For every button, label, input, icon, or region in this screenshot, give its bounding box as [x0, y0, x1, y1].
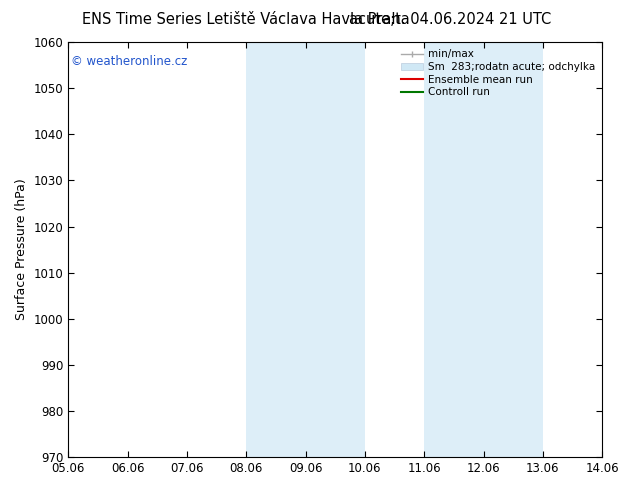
Text: acute;t. 04.06.2024 21 UTC: acute;t. 04.06.2024 21 UTC — [349, 12, 552, 27]
Bar — [246, 42, 306, 457]
Text: ENS Time Series Letiště Václava Havla Praha: ENS Time Series Letiště Václava Havla Pr… — [82, 12, 410, 27]
Text: © weatheronline.cz: © weatheronline.cz — [71, 54, 187, 68]
Bar — [484, 42, 543, 457]
Legend: min/max, Sm  283;rodatn acute; odchylka, Ensemble mean run, Controll run: min/max, Sm 283;rodatn acute; odchylka, … — [399, 47, 597, 99]
Y-axis label: Surface Pressure (hPa): Surface Pressure (hPa) — [15, 179, 28, 320]
Bar — [306, 42, 365, 457]
Bar — [424, 42, 484, 457]
